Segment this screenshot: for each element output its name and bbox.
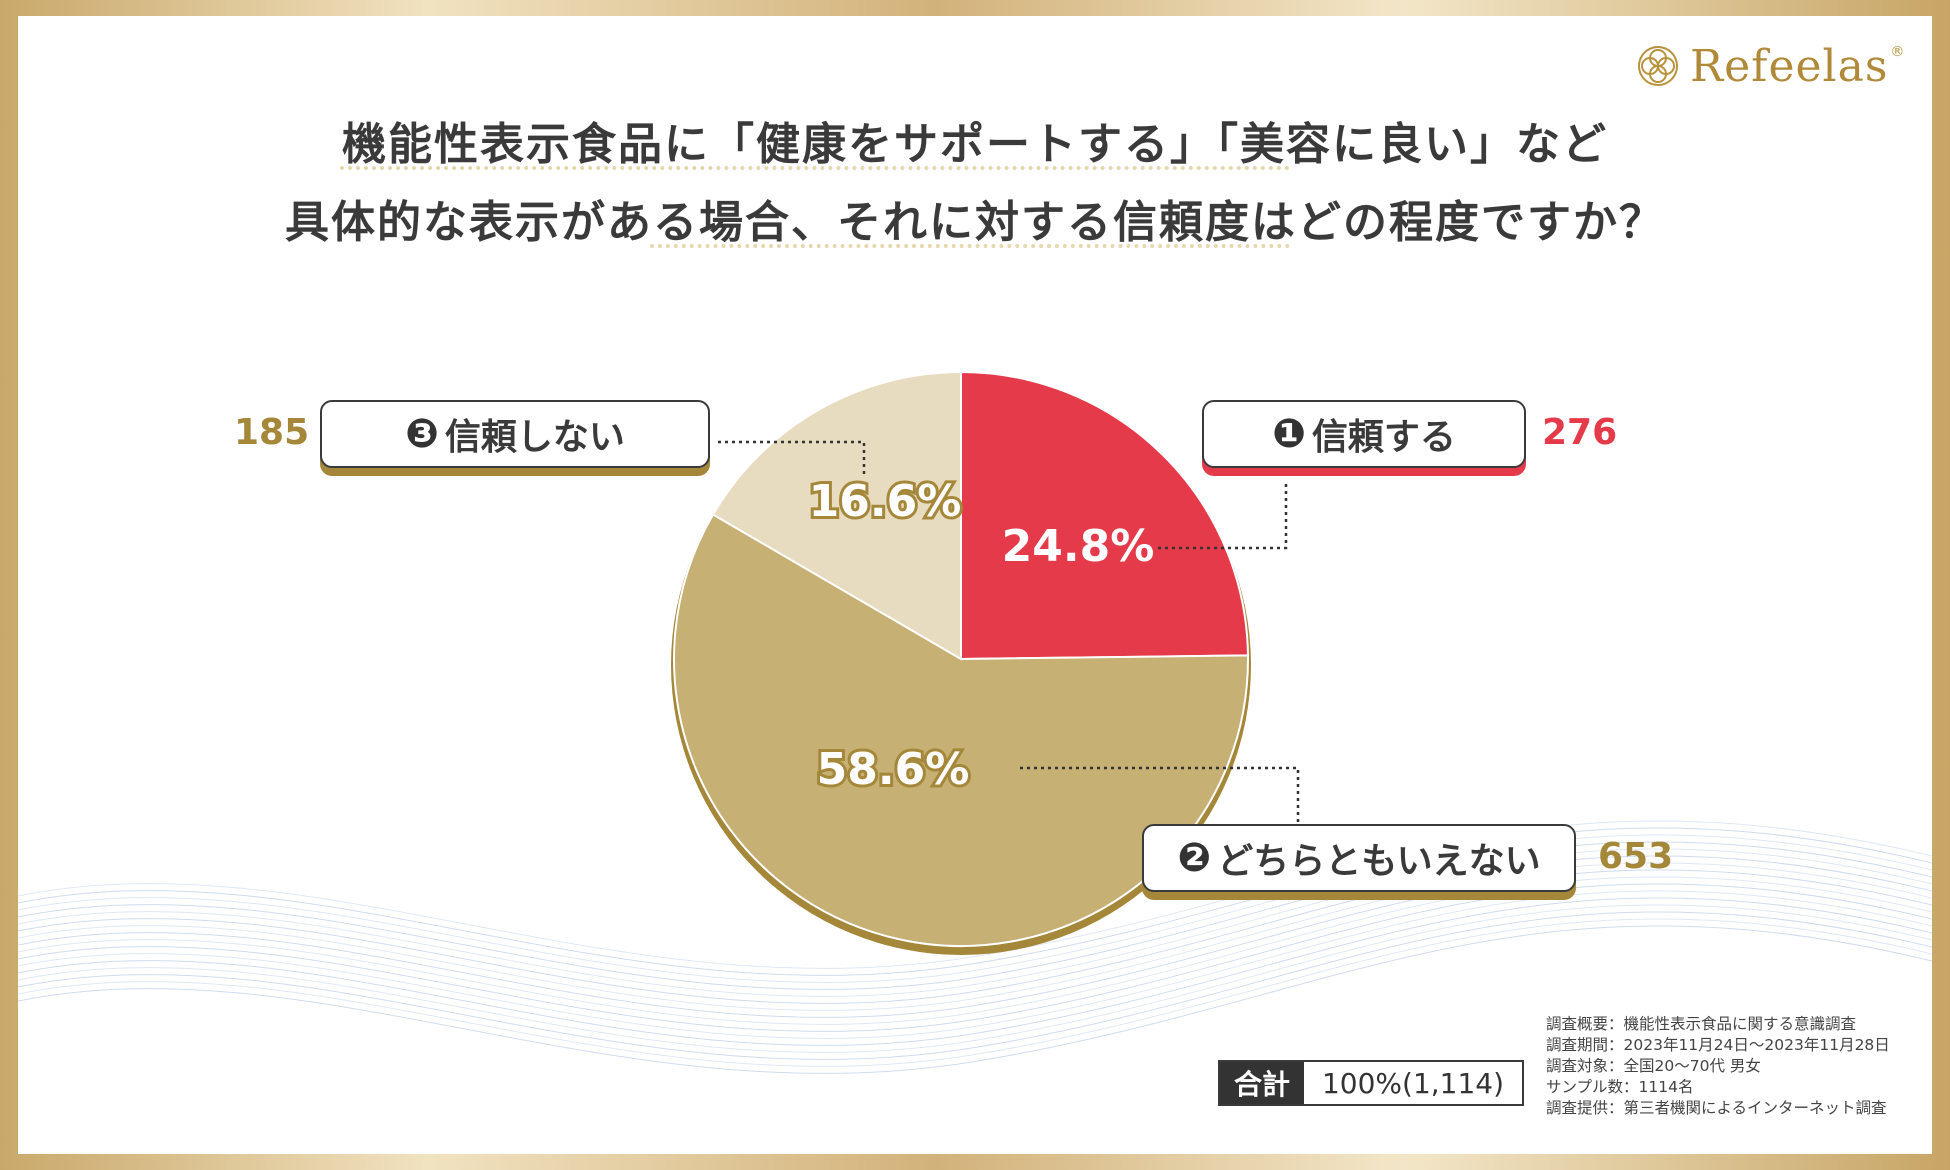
wave-line — [18, 862, 1932, 1011]
registered-mark: ® — [1890, 44, 1905, 60]
total-value: 100%(1,114) — [1304, 1062, 1522, 1104]
note-line: 調査提供：第三者機関によるインターネット調査 — [1546, 1099, 1887, 1117]
leader-line-3 — [718, 440, 866, 476]
brand-name: Refeelas — [1690, 40, 1889, 92]
chart-card: Refeelas ® 機能性表示食品に「健康をサポートする」「美容に良い」など … — [18, 16, 1932, 1154]
wave-line — [18, 897, 1932, 1046]
ornament-icon — [1638, 46, 1678, 86]
pie-chart: 24.8% 58.6% 16.6% — [671, 370, 1300, 955]
total-label: 合計 — [1220, 1062, 1304, 1104]
wave-line — [18, 918, 1932, 1067]
wave-line — [18, 876, 1932, 1025]
count-neutral: 653 — [1598, 836, 1674, 877]
title-underline-1 — [340, 166, 1290, 170]
wave-line — [18, 904, 1932, 1053]
label-neutral: ❷ どちらともいえない — [1142, 824, 1576, 892]
wave-line — [18, 869, 1932, 1018]
leader-line-2 — [1020, 766, 1300, 824]
note-line: 調査対象：全国20～70代 男女 — [1546, 1057, 1761, 1075]
marker-1: ❶ — [1272, 411, 1306, 457]
wave-line — [18, 925, 1932, 1074]
wave-line — [18, 827, 1932, 976]
percent-label-3: 16.6% — [809, 476, 962, 527]
wave-line — [18, 820, 1932, 969]
percent-label-1: 24.8% — [1002, 521, 1155, 572]
percent-label-2: 58.6% — [817, 744, 970, 795]
survey-notes: 調査概要：機能性表示食品に関する意識調査 調査期間：2023年11月24日～20… — [1546, 1014, 1890, 1119]
pie-slice-3 — [711, 370, 962, 661]
wave-decoration — [18, 820, 1932, 1074]
label-neutral-text: どちらともいえない — [1217, 841, 1541, 882]
title-line-1: 機能性表示食品に「健康をサポートする」「美容に良い」など — [342, 119, 1608, 170]
title-underline-2 — [650, 244, 1290, 248]
wave-line — [18, 883, 1932, 1032]
wave-line — [18, 890, 1932, 1039]
note-line: 調査概要：機能性表示食品に関する意識調査 — [1546, 1015, 1857, 1033]
brand-logo: Refeelas ® — [1636, 36, 1904, 96]
marker-3: ❸ — [405, 411, 439, 457]
wave-line — [18, 834, 1932, 983]
pie-slice-1 — [960, 370, 1249, 661]
wave-line — [18, 848, 1932, 997]
label-distrust: ❸ 信頼しない — [320, 400, 710, 468]
pie-slice-2 — [673, 513, 1249, 947]
label-trust: ❶ 信頼する — [1202, 400, 1526, 468]
label-distrust-text: 信頼しない — [444, 417, 625, 458]
total-box: 合計 100%(1,114) — [1218, 1060, 1524, 1106]
count-trust: 276 — [1542, 412, 1618, 453]
marker-2: ❷ — [1177, 835, 1212, 881]
title-line-2: 具体的な表示がある場合、それに対する信頼度はどの程度ですか？ — [285, 197, 1665, 248]
leader-line-1 — [1158, 480, 1288, 550]
label-trust-text: 信頼する — [1311, 417, 1456, 458]
count-distrust: 185 — [234, 412, 310, 453]
wave-line — [18, 855, 1932, 1004]
note-line: 調査期間：2023年11月24日～2023年11月28日 — [1546, 1036, 1890, 1054]
note-line: サンプル数：1114名 — [1546, 1078, 1694, 1096]
wave-line — [18, 911, 1932, 1060]
wave-line — [18, 841, 1932, 990]
